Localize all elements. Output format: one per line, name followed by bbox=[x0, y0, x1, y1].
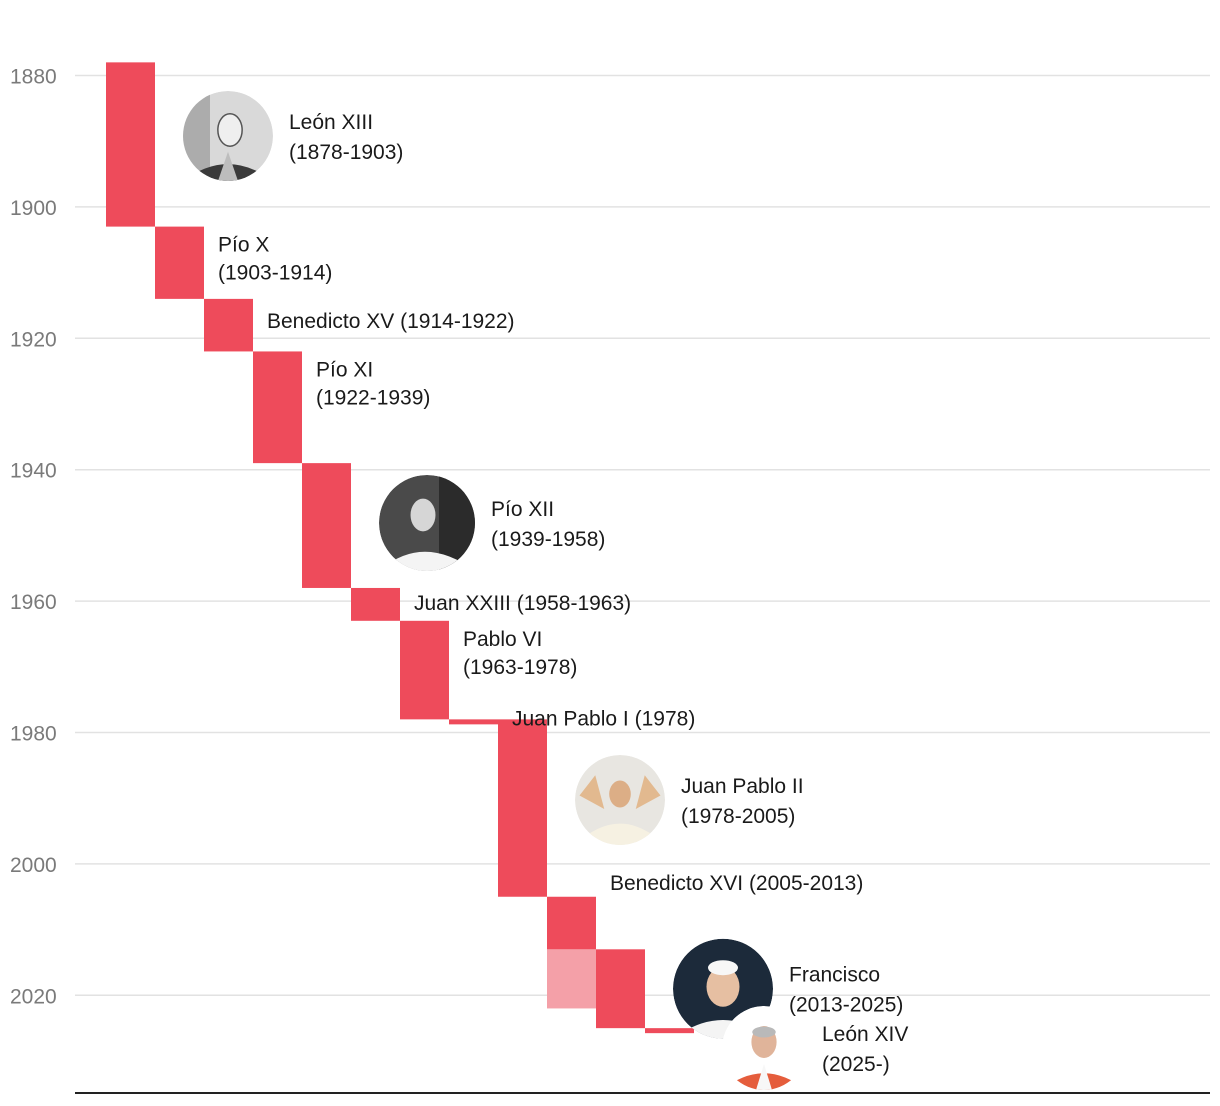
pope-years: (1978-2005) bbox=[681, 805, 795, 828]
pope-years: (1958-1963) bbox=[517, 592, 631, 615]
portrait-leon-xiv-icon bbox=[722, 1006, 806, 1090]
pope-name: Juan XXIII bbox=[414, 592, 511, 615]
reign-bar bbox=[596, 949, 645, 1029]
pope-years: (2025-) bbox=[822, 1053, 890, 1076]
reign-bar bbox=[645, 1028, 694, 1034]
pope-name: León XIII bbox=[289, 111, 373, 134]
pope-name: Juan Pablo I bbox=[512, 707, 629, 730]
y-tick-label: 1960 bbox=[10, 591, 57, 614]
pope-years: (1939-1958) bbox=[491, 528, 605, 551]
reign-bars bbox=[106, 62, 694, 1034]
pope-labels: León XIII (1878-1903) Pío X (1903-1914) Bene… bbox=[218, 111, 908, 1076]
pope-name: Pío XI bbox=[316, 358, 373, 381]
pope-name: Pío X bbox=[218, 234, 269, 257]
reign-bar bbox=[449, 719, 498, 725]
portraits bbox=[183, 91, 806, 1090]
portrait-pio-xii-icon bbox=[379, 475, 475, 571]
pope-years: (1963-1978) bbox=[463, 656, 577, 679]
pope-years: (1903-1914) bbox=[218, 262, 332, 285]
reign-bar bbox=[253, 351, 302, 464]
reign-bar bbox=[302, 463, 351, 588]
pope-years: (1878-1903) bbox=[289, 141, 403, 164]
reign-bar bbox=[106, 62, 155, 227]
pope-label: Benedicto XV (1914-1922) bbox=[267, 310, 515, 333]
y-tick-label: 1900 bbox=[10, 197, 57, 220]
y-tick-label: 2020 bbox=[10, 985, 57, 1008]
pope-years: (1922-1939) bbox=[316, 386, 430, 409]
reign-bar bbox=[547, 896, 596, 950]
y-axis-ticks: 1880 1900 1920 1940 1960 1980 2000 2020 bbox=[10, 66, 57, 1009]
pope-name: León XIV bbox=[822, 1023, 908, 1046]
reign-bar bbox=[498, 719, 547, 897]
pope-name: Francisco bbox=[789, 964, 880, 987]
pope-label: Juan Pablo I (1978) bbox=[512, 707, 695, 730]
pope-years: (2005-2013) bbox=[749, 872, 863, 895]
portrait-leon-xiii-icon bbox=[183, 91, 273, 181]
pope-name: Benedicto XV bbox=[267, 310, 394, 333]
y-tick-label: 1940 bbox=[10, 460, 57, 483]
pope-years: (1914-1922) bbox=[400, 310, 514, 333]
pope-name: Benedicto XVI bbox=[610, 872, 743, 895]
pope-name: Pablo VI bbox=[463, 628, 542, 651]
y-tick-label: 1880 bbox=[10, 66, 57, 89]
overlap-bar bbox=[547, 949, 596, 1009]
portrait-juan-pablo-ii-icon bbox=[575, 755, 665, 845]
reign-bar bbox=[400, 620, 449, 720]
y-tick-label: 1980 bbox=[10, 723, 57, 746]
y-tick-label: 2000 bbox=[10, 854, 57, 877]
pope-label: Juan XXIII (1958-1963) bbox=[414, 592, 631, 615]
reign-bar bbox=[351, 587, 400, 621]
pope-years: (2013-2025) bbox=[789, 994, 903, 1017]
pope-name: Juan Pablo II bbox=[681, 775, 804, 798]
gridlines bbox=[75, 74, 1210, 997]
y-tick-label: 1920 bbox=[10, 328, 57, 351]
pope-label: Benedicto XVI (2005-2013) bbox=[610, 872, 863, 895]
pope-years: (1978) bbox=[635, 707, 696, 730]
reign-bar bbox=[204, 298, 253, 352]
pope-name: Pío XII bbox=[491, 498, 554, 521]
reign-bar bbox=[155, 226, 204, 299]
